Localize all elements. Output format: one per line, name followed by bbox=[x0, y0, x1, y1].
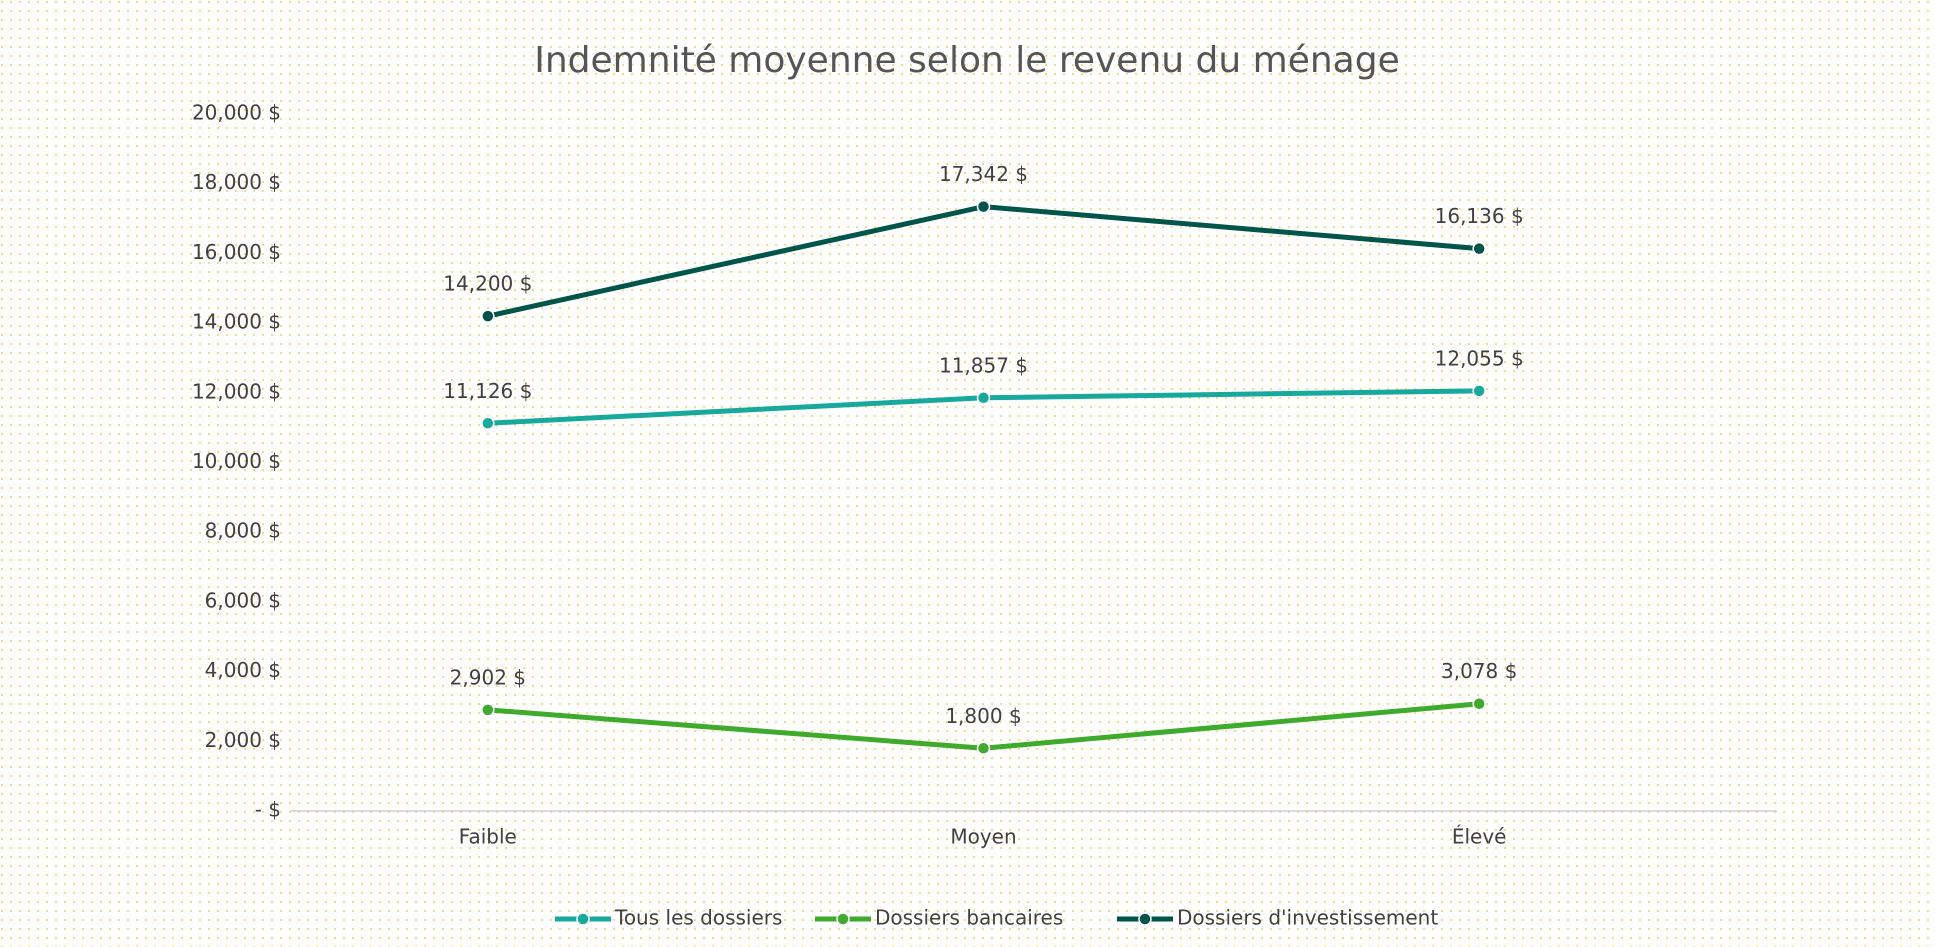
data-point bbox=[481, 416, 495, 431]
data-label: 11,126 $ bbox=[443, 379, 532, 403]
legend-marker bbox=[836, 912, 850, 926]
y-tick-label: 20,000 $ bbox=[192, 101, 281, 125]
legend-marker bbox=[576, 912, 590, 926]
data-label: 2,902 $ bbox=[450, 665, 526, 689]
data-label: 16,136 $ bbox=[1435, 204, 1524, 228]
data-label: 17,342 $ bbox=[939, 162, 1028, 186]
data-point bbox=[976, 741, 991, 756]
y-tick-label: - $ bbox=[255, 798, 281, 822]
data-point bbox=[976, 199, 991, 214]
y-tick-label: 8,000 $ bbox=[205, 519, 281, 543]
data-point bbox=[976, 391, 991, 405]
x-tick-label: Moyen bbox=[950, 825, 1016, 849]
y-tick-label: 16,000 $ bbox=[192, 240, 281, 264]
y-tick-label: 10,000 $ bbox=[192, 449, 281, 473]
data-label: 1,800 $ bbox=[945, 704, 1021, 728]
y-tick-label: 4,000 $ bbox=[205, 658, 281, 682]
data-point bbox=[1472, 696, 1486, 711]
legend-label: Dossiers d'investissement bbox=[1177, 906, 1438, 930]
y-tick-label: 6,000 $ bbox=[205, 588, 281, 612]
y-tick-label: 18,000 $ bbox=[192, 170, 281, 194]
y-tick-label: 14,000 $ bbox=[192, 310, 281, 334]
data-label: 11,857 $ bbox=[939, 353, 1028, 377]
data-point bbox=[481, 309, 495, 323]
data-label: 14,200 $ bbox=[443, 272, 532, 296]
data-point bbox=[1472, 384, 1486, 398]
legend-label: Dossiers bancaires bbox=[875, 906, 1063, 930]
data-point bbox=[1472, 241, 1486, 256]
legend-label: Tous les dossiers bbox=[614, 906, 782, 930]
data-label: 12,055 $ bbox=[1435, 346, 1524, 370]
y-tick-label: 2,000 $ bbox=[205, 728, 281, 752]
x-tick-label: Élevé bbox=[1452, 825, 1507, 849]
chart-title: Indemnité moyenne selon le revenu du mén… bbox=[534, 40, 1399, 81]
x-tick-label: Faible bbox=[459, 825, 517, 849]
data-label: 3,078 $ bbox=[1441, 659, 1517, 683]
data-point bbox=[481, 703, 495, 717]
y-tick-label: 12,000 $ bbox=[192, 379, 281, 403]
legend-marker bbox=[1138, 912, 1152, 926]
